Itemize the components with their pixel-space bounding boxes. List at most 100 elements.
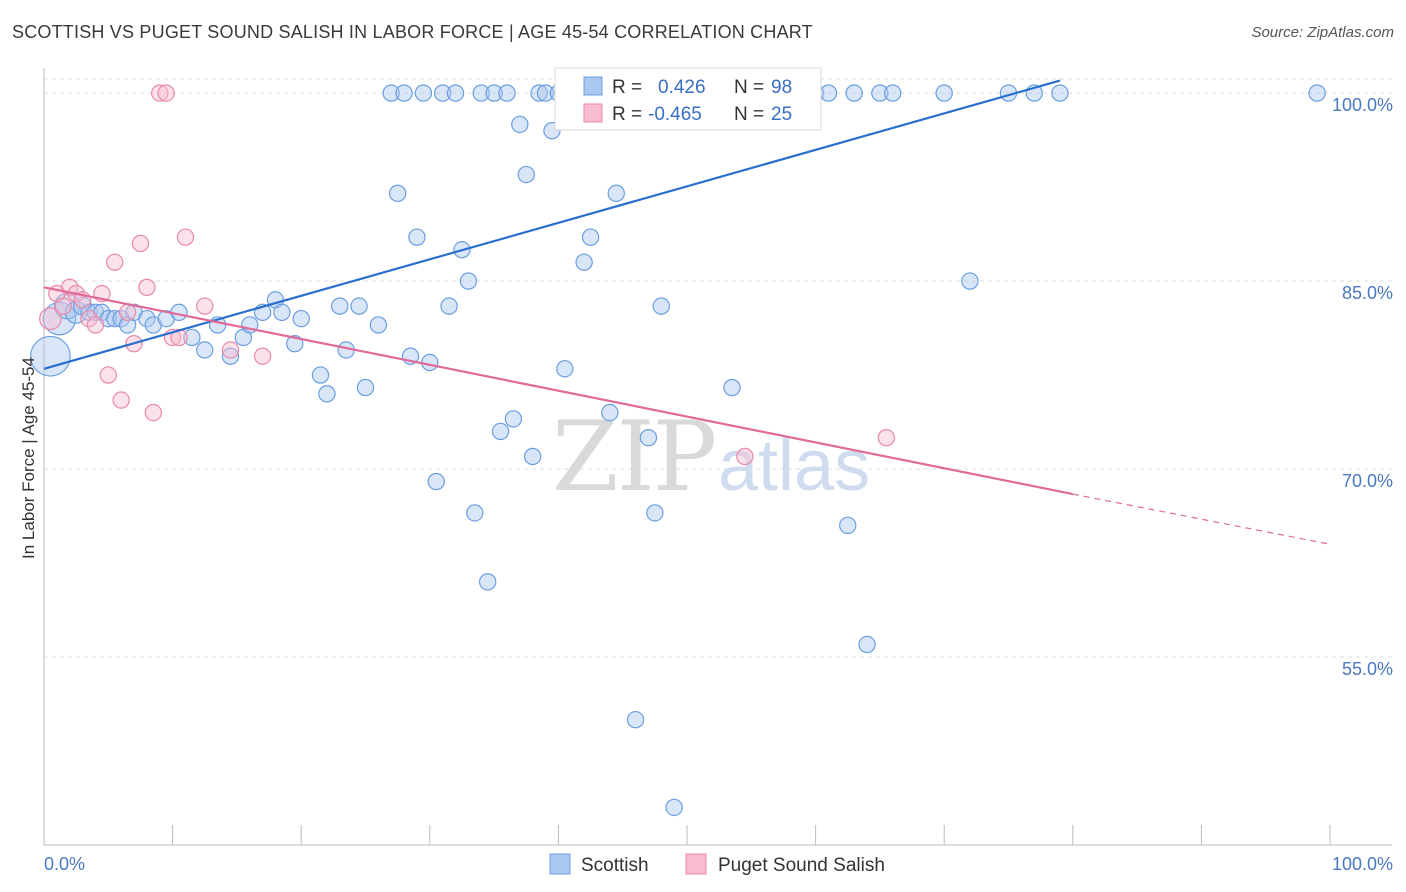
scottish-point-42 <box>459 272 478 290</box>
scottish-point-59 <box>639 429 658 447</box>
scottish-point-27 <box>292 309 310 328</box>
correlation-legend: R = 0.426 N = 98 R = -0.465 N = 25 <box>554 67 822 131</box>
puget-point-10 <box>106 253 124 271</box>
puget-point-2 <box>54 297 72 315</box>
scottish-point-1 <box>42 301 77 336</box>
puget-point-23 <box>221 341 240 359</box>
legend-n-value-1: 98 <box>771 77 792 98</box>
scottish-point-62 <box>665 798 683 817</box>
scottish-point-58 <box>626 710 645 729</box>
scottish-point-34 <box>369 316 388 334</box>
scottish-point-95 <box>845 84 863 102</box>
scottish-point-26 <box>286 335 304 353</box>
puget-point-15 <box>138 278 156 297</box>
scottish-point-37 <box>408 228 426 246</box>
puget-point-9 <box>99 366 118 384</box>
watermark-atlas: atlas <box>718 426 870 506</box>
legend-r-label-2: R = <box>612 104 642 125</box>
scottish-point-13 <box>138 309 156 328</box>
scottish-point-49 <box>523 447 542 466</box>
scottish-point-18 <box>196 341 214 359</box>
scottish-point-30 <box>331 297 349 315</box>
bottom-legend-label-scottish: Scottish <box>581 855 649 876</box>
scottish-point-76 <box>382 84 400 102</box>
scottish-point-84 <box>530 84 548 102</box>
scottish-point-20 <box>221 347 240 365</box>
scottish-point-69 <box>858 635 876 654</box>
scottish-point-55 <box>601 403 619 422</box>
series-legend: Scottish Puget Sound Salish <box>549 853 885 876</box>
y-axis-label: In Labor Force | Age 45-54 <box>19 357 38 559</box>
scottish-point-45 <box>491 422 510 441</box>
scottish-point-17 <box>183 328 201 347</box>
scottish-point-40 <box>440 297 458 315</box>
puget-point-24 <box>253 347 272 365</box>
scottish-point-46 <box>504 410 523 428</box>
bottom-legend-swatch-puget <box>685 853 707 875</box>
scottish-point-43 <box>466 504 484 522</box>
source-credit: Source: ZipAtlas.com <box>1251 24 1394 41</box>
y-tick-label-2: 85.0% <box>1342 283 1393 303</box>
legend-r-value-2: -0.465 <box>648 104 702 125</box>
scottish-point-77 <box>395 84 413 102</box>
scottish-point-32 <box>350 297 368 315</box>
scottish-point-78 <box>414 84 433 102</box>
puget-point-7 <box>86 316 105 334</box>
x-tick-labels: 0.0% 100.0% <box>44 854 1393 874</box>
scottish-point-85 <box>536 84 555 102</box>
scottish-point-48 <box>517 165 535 184</box>
puget-point-21 <box>176 228 195 246</box>
trend-lines <box>43 79 1331 545</box>
puget-point-6 <box>80 309 98 328</box>
scottish-point-65 <box>723 378 741 397</box>
scottish-point-28 <box>311 366 330 384</box>
puget-sound-salish-points <box>39 84 896 466</box>
puget-point-0 <box>39 307 62 331</box>
scottish-point-33 <box>356 378 375 397</box>
legend-r-label-1: R = <box>612 77 642 98</box>
puget-trend-line-extension <box>1072 493 1331 545</box>
bottom-legend-label-puget: Puget Sound Salish <box>718 855 885 876</box>
scottish-point-75 <box>1308 84 1326 102</box>
legend-swatch-scottish <box>583 76 603 96</box>
scottish-point-60 <box>646 504 664 522</box>
scottish-point-54 <box>581 228 600 246</box>
scottish-point-68 <box>839 516 857 535</box>
y-tick-labels: 55.0% 70.0% 85.0% 100.0% <box>1332 95 1393 679</box>
legend-r-value-1: 0.426 <box>658 77 706 98</box>
scottish-point-61 <box>652 297 670 315</box>
scottish-point-70 <box>935 84 953 102</box>
x-tick-label-0: 0.0% <box>44 854 85 874</box>
legend-n-value-2: 25 <box>771 104 792 125</box>
axes <box>43 68 1392 846</box>
scottish-point-71 <box>961 272 979 290</box>
puget-point-22 <box>196 297 214 315</box>
puget-point-14 <box>131 234 150 253</box>
puget-point-11 <box>112 391 130 409</box>
scottish-point-82 <box>485 84 503 102</box>
scottish-point-79 <box>433 84 452 102</box>
y-tick-label-1: 70.0% <box>1342 471 1393 491</box>
scottish-point-47 <box>511 115 529 134</box>
scottish-point-44 <box>478 573 497 591</box>
puget-point-17 <box>151 84 169 102</box>
puget-point-25 <box>736 447 754 466</box>
puget-point-18 <box>157 84 175 102</box>
scottish-point-83 <box>498 84 516 102</box>
watermark: ZIP atlas <box>552 401 870 513</box>
scottish-point-53 <box>575 253 593 271</box>
y-tick-label-0: 55.0% <box>1342 659 1393 679</box>
bottom-legend-swatch-scottish <box>549 853 571 875</box>
legend-swatch-puget <box>583 103 603 123</box>
scottish-point-96 <box>871 84 889 102</box>
y-tick-label-3: 100.0% <box>1332 95 1393 115</box>
puget-point-26 <box>877 429 896 447</box>
grid-lines <box>44 78 1392 658</box>
scottish-point-81 <box>472 84 490 102</box>
scottish-point-38 <box>421 353 439 372</box>
scottish-point-35 <box>388 184 407 203</box>
puget-point-12 <box>118 303 137 322</box>
scottish-point-25 <box>273 303 291 322</box>
puget-point-16 <box>144 403 163 422</box>
